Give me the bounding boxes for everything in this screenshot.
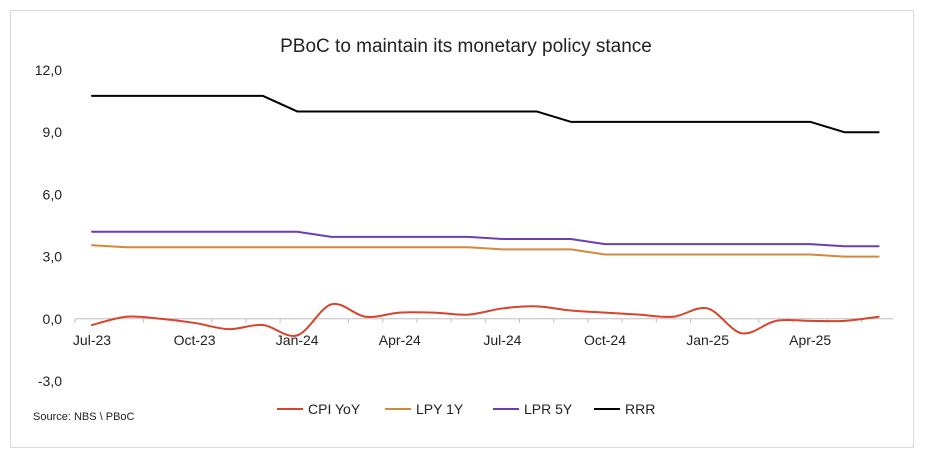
legend-item-cpi-yoy: CPI YoY: [277, 401, 361, 417]
chart-frame: [10, 10, 914, 448]
legend-label: CPI YoY: [308, 401, 361, 417]
x-tick-label: Oct-23: [174, 332, 216, 348]
y-tick-label: 6,0: [43, 186, 63, 202]
series-line-lpr-5y: [91, 230, 880, 248]
x-tick-label: Jan-24: [276, 332, 319, 348]
y-tick-label: 0,0: [43, 311, 63, 327]
legend-item-lpy-1y: LPY 1Y: [385, 401, 464, 417]
x-tick-label: Apr-24: [379, 332, 421, 348]
x-tick-label: Jan-25: [686, 332, 729, 348]
legend-label: LPY 1Y: [416, 401, 464, 417]
series-line-rrr: [91, 94, 880, 134]
y-axis: -3,0 0,0 3,0 6,0 9,0 12,0: [35, 62, 62, 389]
x-tick-label: Jul-24: [483, 332, 521, 348]
x-tick-label: Oct-24: [584, 332, 626, 348]
y-tick-label: 12,0: [35, 62, 62, 78]
source-note: Source: NBS \ PBoC: [33, 411, 135, 423]
legend-label: LPR 5Y: [524, 401, 573, 417]
legend-item-lpr-5y: LPR 5Y: [493, 401, 573, 417]
y-tick-label: 3,0: [43, 249, 63, 265]
chart-title: PBoC to maintain its monetary policy sta…: [280, 36, 652, 57]
series-lines: [91, 94, 880, 337]
x-tick-label: Jul-23: [73, 332, 111, 348]
series-line-lpy-1y: [91, 244, 880, 258]
y-tick-label: 9,0: [43, 124, 63, 140]
legend: CPI YoY LPY 1Y LPR 5Y RRR: [277, 401, 655, 417]
series-line-cpi-yoy: [91, 302, 880, 337]
y-tick-label: -3,0: [38, 373, 62, 389]
legend-item-rrr: RRR: [594, 401, 655, 417]
x-tick-label: Apr-25: [789, 332, 831, 348]
x-axis: Jul-23 Oct-23 Jan-24 Apr-24 Jul-24 Oct-24 Jan-…: [73, 318, 893, 348]
legend-label: RRR: [625, 401, 655, 417]
